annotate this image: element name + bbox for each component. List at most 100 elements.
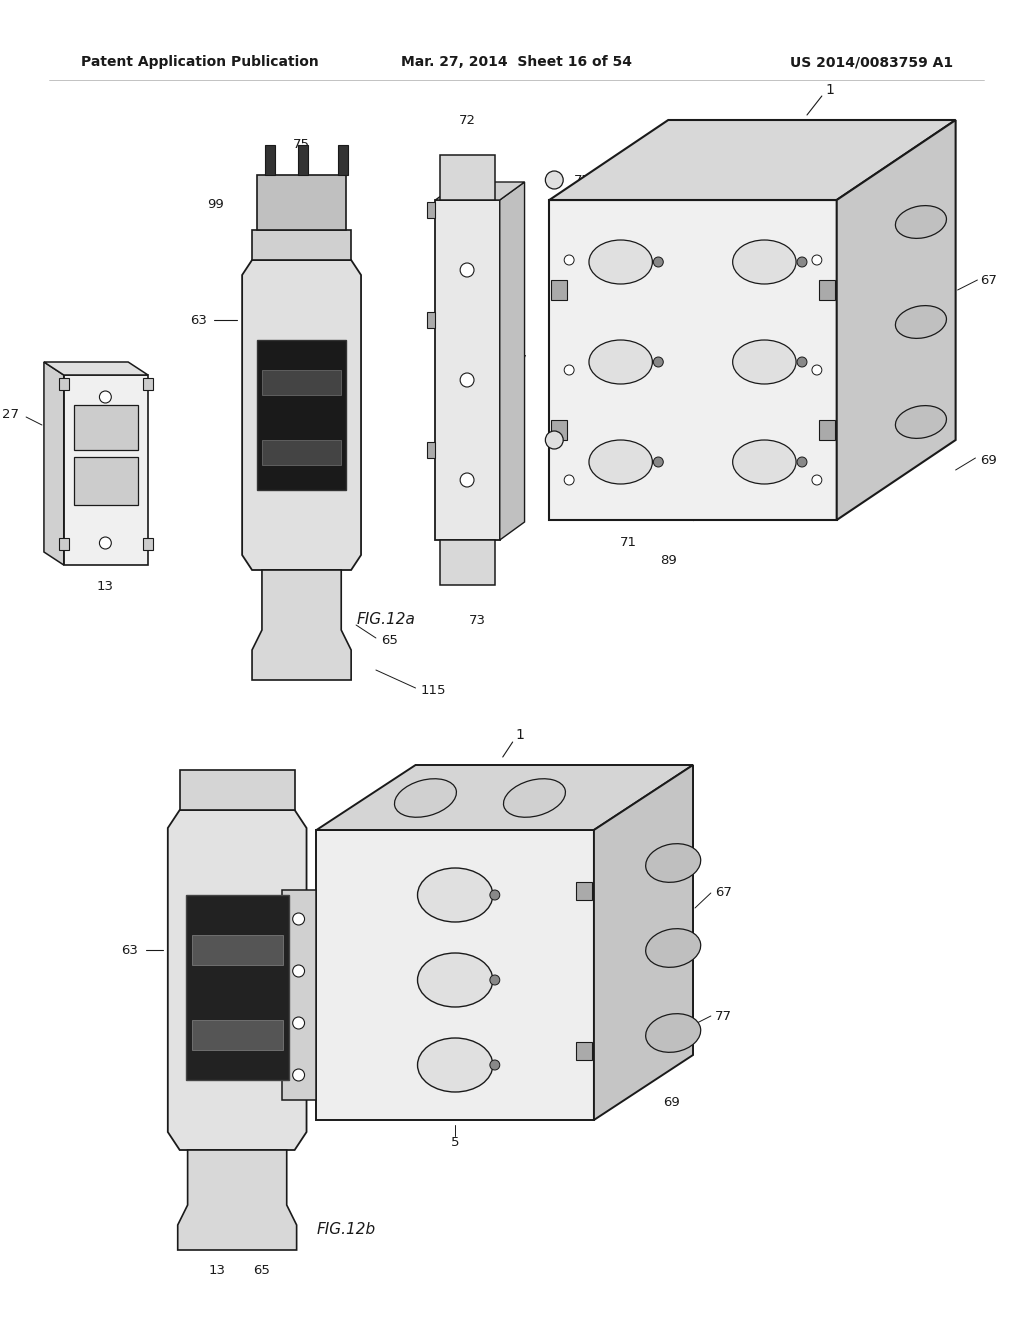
Ellipse shape bbox=[99, 391, 112, 403]
Ellipse shape bbox=[646, 843, 700, 882]
Text: 77: 77 bbox=[715, 1010, 732, 1023]
Text: 1: 1 bbox=[825, 83, 835, 96]
Ellipse shape bbox=[895, 405, 946, 438]
Text: 89: 89 bbox=[659, 553, 677, 566]
Ellipse shape bbox=[460, 374, 474, 387]
Ellipse shape bbox=[653, 457, 664, 467]
Text: FIG.12b: FIG.12b bbox=[316, 1222, 376, 1238]
Text: Mar. 27, 2014  Sheet 16 of 54: Mar. 27, 2014 Sheet 16 of 54 bbox=[401, 55, 632, 69]
Ellipse shape bbox=[293, 913, 304, 925]
Polygon shape bbox=[577, 1041, 592, 1060]
Polygon shape bbox=[551, 280, 567, 300]
Ellipse shape bbox=[418, 1038, 493, 1092]
Ellipse shape bbox=[489, 975, 500, 985]
Text: 72: 72 bbox=[459, 114, 475, 127]
Text: 77: 77 bbox=[799, 454, 815, 466]
Ellipse shape bbox=[732, 240, 796, 284]
Polygon shape bbox=[819, 420, 835, 440]
Polygon shape bbox=[168, 810, 306, 1150]
Polygon shape bbox=[185, 895, 289, 1080]
Polygon shape bbox=[58, 378, 69, 389]
Ellipse shape bbox=[489, 1060, 500, 1071]
Polygon shape bbox=[143, 378, 153, 389]
Ellipse shape bbox=[293, 1016, 304, 1030]
Text: 5: 5 bbox=[451, 1135, 460, 1148]
Text: 99: 99 bbox=[208, 198, 224, 211]
Ellipse shape bbox=[653, 257, 664, 267]
Text: 63: 63 bbox=[121, 944, 138, 957]
Polygon shape bbox=[257, 341, 346, 490]
Polygon shape bbox=[427, 202, 435, 218]
Ellipse shape bbox=[394, 779, 457, 817]
Polygon shape bbox=[44, 362, 63, 565]
Ellipse shape bbox=[546, 432, 563, 449]
Polygon shape bbox=[427, 312, 435, 327]
Text: 65: 65 bbox=[381, 634, 397, 647]
Polygon shape bbox=[837, 120, 955, 520]
Text: 63: 63 bbox=[190, 314, 208, 326]
Polygon shape bbox=[435, 201, 500, 540]
Polygon shape bbox=[440, 154, 495, 201]
Ellipse shape bbox=[564, 255, 574, 265]
Ellipse shape bbox=[293, 965, 304, 977]
Ellipse shape bbox=[732, 341, 796, 384]
Polygon shape bbox=[191, 1020, 283, 1049]
Ellipse shape bbox=[589, 440, 652, 484]
Polygon shape bbox=[257, 176, 346, 230]
Polygon shape bbox=[242, 260, 361, 570]
Polygon shape bbox=[44, 362, 148, 375]
Polygon shape bbox=[143, 539, 153, 550]
Polygon shape bbox=[338, 145, 348, 176]
Ellipse shape bbox=[293, 1069, 304, 1081]
Ellipse shape bbox=[895, 306, 946, 338]
Ellipse shape bbox=[589, 240, 652, 284]
Text: 67: 67 bbox=[980, 273, 997, 286]
Ellipse shape bbox=[546, 172, 563, 189]
Polygon shape bbox=[298, 145, 307, 176]
Text: 1: 1 bbox=[515, 729, 524, 742]
Text: 67: 67 bbox=[715, 887, 732, 899]
Ellipse shape bbox=[564, 475, 574, 484]
Ellipse shape bbox=[460, 263, 474, 277]
Text: 77: 77 bbox=[574, 433, 591, 446]
Polygon shape bbox=[58, 539, 69, 550]
Polygon shape bbox=[316, 766, 693, 830]
Polygon shape bbox=[262, 440, 341, 465]
Text: 65: 65 bbox=[254, 1263, 270, 1276]
Text: 75: 75 bbox=[293, 139, 310, 152]
Ellipse shape bbox=[99, 537, 112, 549]
Polygon shape bbox=[74, 405, 138, 450]
Polygon shape bbox=[819, 280, 835, 300]
Polygon shape bbox=[178, 1150, 297, 1250]
Ellipse shape bbox=[812, 255, 822, 265]
Ellipse shape bbox=[797, 457, 807, 467]
Text: Patent Application Publication: Patent Application Publication bbox=[81, 55, 318, 69]
Polygon shape bbox=[282, 890, 316, 1100]
Polygon shape bbox=[252, 230, 351, 260]
Text: 115: 115 bbox=[421, 684, 446, 697]
Polygon shape bbox=[179, 770, 295, 810]
Text: 69: 69 bbox=[664, 1097, 680, 1110]
Text: 13: 13 bbox=[97, 581, 114, 594]
Text: US 2014/0083759 A1: US 2014/0083759 A1 bbox=[790, 55, 952, 69]
Polygon shape bbox=[500, 182, 524, 540]
Polygon shape bbox=[577, 882, 592, 900]
Text: 77: 77 bbox=[511, 354, 527, 367]
Polygon shape bbox=[262, 370, 341, 395]
Ellipse shape bbox=[732, 440, 796, 484]
Text: 73: 73 bbox=[469, 614, 485, 627]
Ellipse shape bbox=[564, 366, 574, 375]
Text: 69: 69 bbox=[980, 454, 997, 466]
Ellipse shape bbox=[418, 869, 493, 921]
Polygon shape bbox=[265, 145, 274, 176]
Ellipse shape bbox=[418, 953, 493, 1007]
Polygon shape bbox=[316, 830, 594, 1119]
Ellipse shape bbox=[812, 366, 822, 375]
Polygon shape bbox=[435, 182, 524, 201]
Text: 27: 27 bbox=[2, 408, 19, 421]
Text: 71: 71 bbox=[621, 536, 637, 549]
Text: 77: 77 bbox=[574, 173, 591, 186]
Polygon shape bbox=[549, 201, 837, 520]
Ellipse shape bbox=[489, 890, 500, 900]
Ellipse shape bbox=[653, 356, 664, 367]
